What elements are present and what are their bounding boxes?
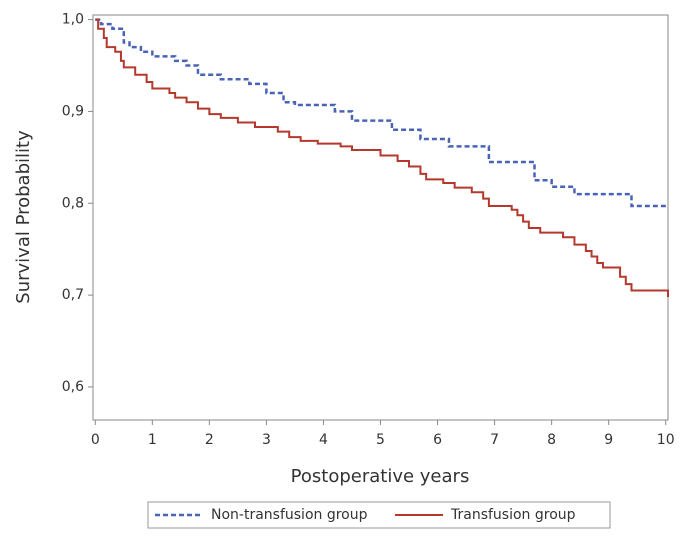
x-tick-label: 8: [547, 432, 556, 448]
y-tick-label: 0,8: [62, 195, 84, 211]
x-tick-label: 7: [490, 432, 499, 448]
y-tick-label: 1,0: [62, 12, 84, 28]
x-tick-label: 5: [376, 432, 385, 448]
x-tick-label: 9: [604, 432, 613, 448]
x-tick-label: 6: [433, 432, 442, 448]
y-tick-label: 0,7: [62, 287, 84, 303]
x-tick-label: 10: [657, 432, 675, 448]
survival-line: [95, 18, 669, 297]
x-tick-label: 1: [148, 432, 157, 448]
x-tick-label: 0: [91, 432, 100, 448]
y-tick-label: 0,6: [62, 379, 84, 395]
y-axis-title: Survival Probability: [13, 130, 34, 304]
legend-frame: [147, 501, 611, 529]
legend-label: Non-transfusion group: [211, 507, 368, 523]
x-tick-label: 4: [319, 432, 328, 448]
x-tick-label: 3: [262, 432, 271, 448]
survival-line: [95, 18, 668, 208]
x-tick-label: 2: [205, 432, 214, 448]
x-axis-title: Postoperative years: [291, 466, 470, 487]
y-tick-label: 0,9: [62, 103, 84, 119]
plot-frame: [92, 14, 669, 421]
legend-label: Transfusion group: [450, 507, 576, 523]
